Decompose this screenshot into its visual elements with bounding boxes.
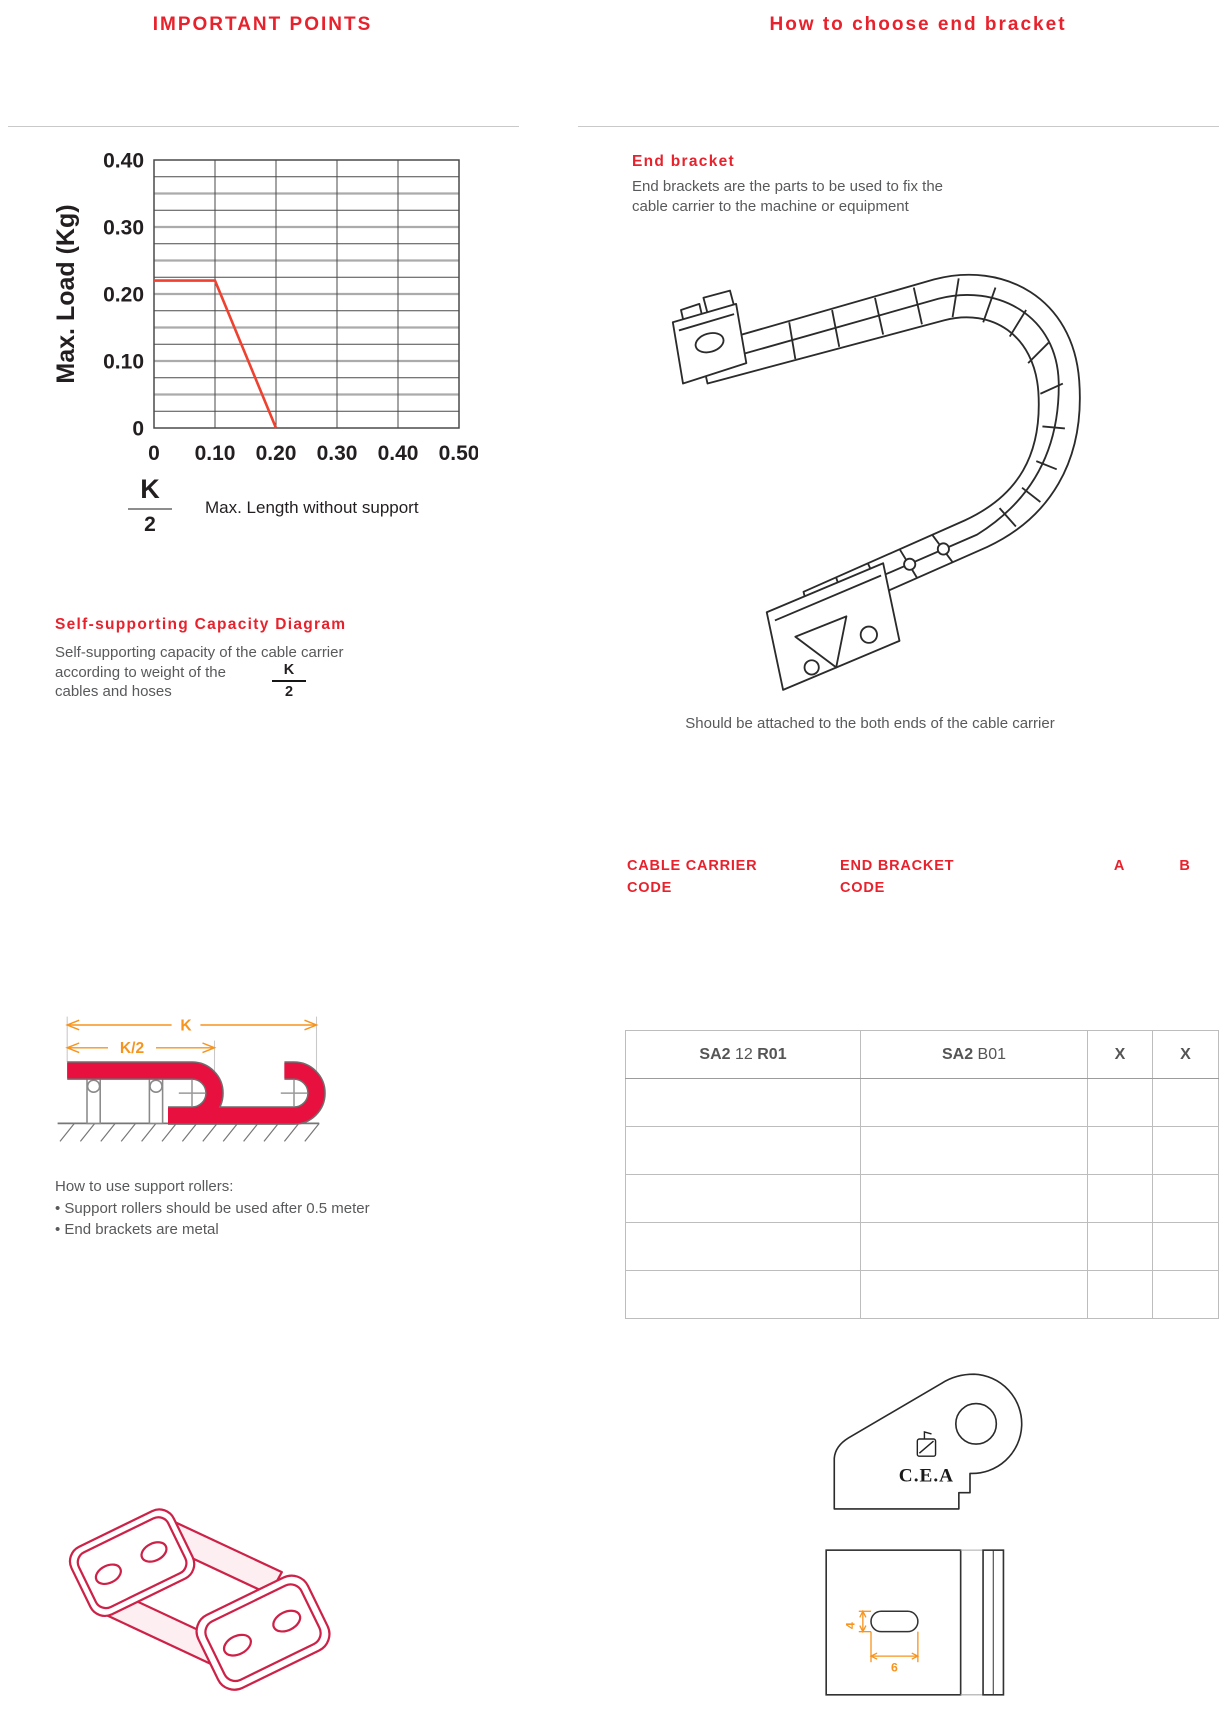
cea-logo-text: C.E.A — [899, 1466, 954, 1487]
self-supporting-capacity-chart: 0.40 0.30 0.20 0.10 00 0.10 0.20 0.30 0.40 0.50 Ma… — [52, 150, 478, 466]
load-capacity-line — [154, 279, 278, 429]
x-tick-label: 0.40 — [378, 442, 419, 465]
bracket-code-cell: SA2 B01 — [860, 1030, 1088, 1079]
rollers-bullet-2: • End brackets are metal — [55, 1221, 219, 1238]
table-row: SA2 12 R01 SA2 B01 X X — [625, 1030, 1219, 1079]
fraction-bar — [128, 508, 172, 510]
selfcap-line-2: according to weight of the — [55, 663, 226, 681]
endbracket-paragraph: End brackets are the parts to be used to… — [632, 177, 943, 216]
plot-border — [153, 159, 460, 429]
bracket-views — [825, 1549, 1005, 1696]
table-header-a: A — [1113, 858, 1126, 874]
col-a-cell: X — [1087, 1030, 1153, 1079]
dim-label-k2: K/2 — [120, 1040, 145, 1057]
y-axis-label: Max. Load (Kg) — [52, 204, 80, 383]
carrier-code-cell: SA2 12 R01 — [625, 1030, 861, 1079]
y-tick-label: 0.40 — [103, 150, 144, 173]
link-graphics — [68, 1508, 331, 1691]
table-header-bracket-code: END BRACKET CODE — [840, 858, 955, 896]
fraction-denominator: 2 — [144, 513, 156, 536]
table-empty-row — [625, 1222, 1219, 1271]
slot-width-dim: 6 — [891, 1660, 898, 1674]
fraction-numerator: K — [283, 662, 295, 678]
fraction-bar — [272, 680, 306, 682]
table-header-carrier-code: CABLE CARRIER CODE — [627, 858, 758, 896]
table-empty-row — [625, 1078, 1219, 1127]
fraction-numerator: K — [140, 474, 160, 504]
y-tick-label: 0.10 — [103, 351, 144, 374]
y-tick-label: 0.20 — [103, 284, 144, 307]
slot-height-dim: 4 — [844, 1622, 858, 1629]
col-b-cell: X — [1152, 1030, 1219, 1079]
dim-label-k: K — [180, 1017, 192, 1034]
support-rollers — [86, 1077, 164, 1125]
table-empty-row — [625, 1174, 1219, 1223]
bracket-graphics — [833, 1373, 1023, 1510]
endbracket-line-1: End brackets are the parts to be used to… — [632, 178, 944, 195]
endbracket-line-2: cable carrier to the machine or equipmen… — [632, 197, 909, 215]
rollers-heading: How to use support rollers: — [55, 1178, 234, 1195]
support-roller-diagram: K K/2 — [57, 1016, 326, 1142]
x-tick-label: 0.20 — [256, 442, 297, 465]
table-empty-row — [625, 1126, 1219, 1175]
ground-hatching — [59, 1123, 320, 1142]
carrier-band — [67, 1062, 325, 1124]
x-tick-label: 0.10 — [195, 442, 236, 465]
dimension-lines — [65, 1019, 319, 1054]
selfcap-paragraph: Self-supporting capacity of the cable ca… — [55, 643, 343, 702]
cable-carrier-drawing — [671, 273, 1081, 691]
endbracket-heading: End bracket — [632, 153, 736, 170]
page-title-right: How to choose end bracket — [769, 14, 1067, 35]
x-tick-label: 0 — [148, 442, 160, 465]
carrier-link-drawing — [68, 1508, 331, 1691]
carrier-graphics — [671, 273, 1081, 691]
divider-left — [8, 126, 519, 127]
end-bracket-dimension-drawing: 4 6 — [825, 1549, 1005, 1696]
x-tick-label: 0.30 — [317, 442, 358, 465]
cea-logo-emblem — [916, 1430, 937, 1457]
selfcap-line-3: cables and hoses — [55, 683, 172, 700]
attach-note: Should be attached to the both ends of t… — [685, 715, 1055, 732]
code-table: SA2 12 R01 SA2 B01 X X — [625, 1030, 1219, 1319]
divider-right — [578, 126, 1219, 127]
bend-center-crosses — [178, 1079, 308, 1107]
fraction-denominator: 2 — [284, 684, 294, 700]
chart-x-axis-caption: Max. Length without support — [205, 498, 419, 517]
y-tick-label: 0 — [132, 418, 144, 441]
selfcap-line-1: Self-supporting capacity of the cable ca… — [55, 644, 344, 661]
rollers-notes: How to use support rollers: • Support ro… — [55, 1176, 370, 1241]
k-over-2-fraction: K 2 — [128, 474, 172, 537]
page-title-left: IMPORTANT POINTS — [152, 14, 373, 35]
selfcap-heading: Self-supporting Capacity Diagram — [55, 616, 347, 633]
slot-dimension-lines — [858, 1609, 920, 1663]
end-bracket-profile-drawing: C.E.A — [833, 1373, 1023, 1510]
k-over-2-fraction-small: K 2 — [272, 662, 306, 700]
table-header-b: B — [1179, 858, 1191, 874]
table-empty-row — [625, 1270, 1219, 1319]
x-tick-label: 0.50 — [439, 442, 478, 465]
rollers-bullet-1: • Support rollers should be used after 0… — [55, 1199, 370, 1217]
y-tick-label: 0.30 — [103, 217, 144, 240]
